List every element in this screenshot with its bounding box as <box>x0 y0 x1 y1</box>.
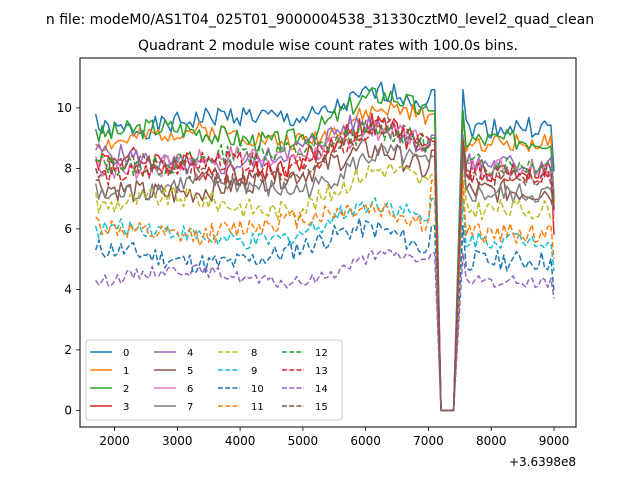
series-line-2 <box>94 87 555 412</box>
series-line-11 <box>95 179 555 412</box>
x-tick-label: 7000 <box>413 434 444 448</box>
y-tick-label: 0 <box>64 403 72 417</box>
legend-label-1: 1 <box>123 366 129 377</box>
legend-label-0: 0 <box>123 348 129 359</box>
legend-label-11: 11 <box>251 402 264 413</box>
series-line-9 <box>94 197 555 412</box>
series-line-3 <box>94 112 555 412</box>
legend-label-12: 12 <box>315 348 328 359</box>
series-line-15 <box>94 116 555 412</box>
legend-label-6: 6 <box>187 384 193 395</box>
figure-suptitle: n file: modeM0/AS1T04_025T01_9000004538_… <box>46 12 594 28</box>
legend-label-8: 8 <box>251 348 257 359</box>
x-offset-label: +3.6398e8 <box>509 455 576 469</box>
x-axis: 2000 3000 4000 5000 6000 7000 8000 9000 <box>99 427 569 448</box>
series-line-0 <box>94 81 555 412</box>
legend-label-4: 4 <box>187 348 193 359</box>
legend-label-5: 5 <box>187 366 193 377</box>
x-tick-label: 5000 <box>288 434 319 448</box>
series-layer <box>94 81 555 412</box>
series-line-10 <box>94 217 555 412</box>
x-tick-label: 3000 <box>162 434 193 448</box>
series-line-7 <box>94 143 555 412</box>
x-tick-label: 4000 <box>225 434 256 448</box>
y-tick-label: 8 <box>64 161 72 175</box>
legend-label-7: 7 <box>187 402 193 413</box>
legend-box <box>85 339 343 421</box>
series-line-12 <box>95 122 555 412</box>
legend-label-2: 2 <box>123 384 129 395</box>
y-tick-label: 10 <box>57 101 72 115</box>
plot-frame <box>79 57 577 428</box>
x-tick-label: 9000 <box>539 434 570 448</box>
series-line-5 <box>95 139 555 412</box>
series-line-1 <box>95 101 555 412</box>
legend-label-3: 3 <box>123 402 129 413</box>
x-tick-label: 8000 <box>476 434 507 448</box>
chart-title: Quadrant 2 module wise count rates with … <box>138 38 518 54</box>
y-tick-label: 4 <box>64 282 72 296</box>
legend-label-15: 15 <box>315 402 328 413</box>
legend-label-9: 9 <box>251 366 257 377</box>
legend-label-10: 10 <box>251 384 264 395</box>
series-line-14 <box>95 249 555 412</box>
y-axis: 0 2 4 6 8 10 <box>57 101 80 417</box>
y-tick-label: 2 <box>64 343 72 357</box>
legend-label-13: 13 <box>315 366 328 377</box>
x-tick-label: 2000 <box>99 434 130 448</box>
y-tick-label: 6 <box>64 222 72 236</box>
x-tick-label: 6000 <box>350 434 381 448</box>
legend-label-14: 14 <box>315 384 328 395</box>
series-line-8 <box>94 162 554 412</box>
